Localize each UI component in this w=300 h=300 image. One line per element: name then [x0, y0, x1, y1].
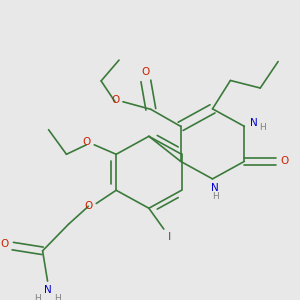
- Text: O: O: [142, 68, 150, 77]
- Text: H: H: [34, 294, 41, 300]
- Text: H: H: [212, 192, 219, 201]
- Text: N: N: [250, 118, 258, 128]
- Text: H: H: [54, 294, 61, 300]
- Text: I: I: [168, 232, 171, 242]
- Text: O: O: [82, 137, 91, 147]
- Text: O: O: [1, 239, 9, 249]
- Text: N: N: [44, 285, 51, 295]
- Text: H: H: [259, 123, 266, 132]
- Text: O: O: [84, 201, 92, 211]
- Text: N: N: [211, 183, 218, 194]
- Text: O: O: [111, 95, 119, 105]
- Text: O: O: [280, 156, 288, 167]
